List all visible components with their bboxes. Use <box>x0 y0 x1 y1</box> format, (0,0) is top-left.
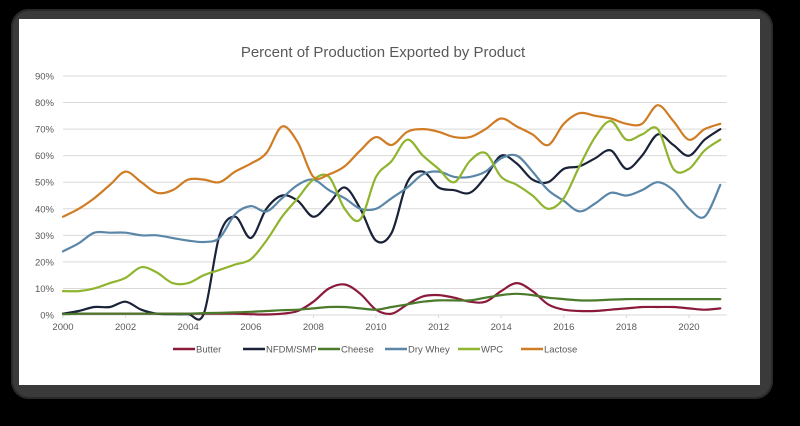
legend-item-lactose: Lactose <box>521 345 577 356</box>
legend-label: Lactose <box>544 345 577 356</box>
x-tick-label: 2006 <box>240 322 261 333</box>
legend-item-wpc: WPC <box>458 345 503 356</box>
x-tick-label: 2004 <box>178 322 199 333</box>
legend-label: Butter <box>196 345 221 356</box>
series-line-wpc <box>61 120 722 293</box>
y-tick-label: 80% <box>35 98 55 109</box>
legend-item-butter: Butter <box>173 345 221 356</box>
y-axis-ticks: 0% 10% 20% 30% 40% 50% 60% 70% 80% 90% <box>35 72 55 322</box>
chart-card: Percent of Production Exported by Produc… <box>19 19 760 385</box>
y-tick-label: 50% <box>35 178 55 189</box>
y-tick-label: 20% <box>35 257 55 268</box>
legend-label: Dry Whey <box>408 345 450 356</box>
x-tick-label: 2016 <box>553 322 574 333</box>
y-tick-label: 90% <box>35 72 55 83</box>
x-tick-label: 2020 <box>678 322 699 333</box>
x-tick-label: 2008 <box>303 322 324 333</box>
chart-svg: Percent of Production Exported by Produc… <box>35 44 727 356</box>
x-tick-label: 2014 <box>491 322 512 333</box>
legend-item-cheese: Cheese <box>318 345 374 356</box>
x-tick-label: 2000 <box>52 322 73 333</box>
series-lines <box>61 104 722 321</box>
legend-label: Cheese <box>341 345 374 356</box>
legend-item-dry-whey: Dry Whey <box>385 345 450 356</box>
x-tick-label: 2002 <box>115 322 136 333</box>
legend-item-nfdm-smp: NFDM/SMP <box>243 345 317 356</box>
legend-label: WPC <box>481 345 503 356</box>
x-axis-ticks: 2000 2002 2004 2006 2008 2010 2012 2014 2016 2018… <box>52 315 700 333</box>
y-tick-label: 0% <box>40 311 54 322</box>
series-line-dry-whey <box>61 153 722 253</box>
series-line-nfdm-smp <box>61 128 722 321</box>
x-tick-label: 2018 <box>616 322 637 333</box>
x-tick-label: 2012 <box>428 322 449 333</box>
legend-label: NFDM/SMP <box>266 345 317 356</box>
y-tick-label: 40% <box>35 204 55 215</box>
x-tick-label: 2010 <box>365 322 386 333</box>
series-line-lactose <box>61 104 722 218</box>
legend: Butter NFDM/SMP Cheese Dry Whey WPC Lactose <box>173 345 577 356</box>
series-line-cheese <box>61 292 722 316</box>
y-tick-label: 30% <box>35 231 55 242</box>
y-tick-label: 10% <box>35 284 55 295</box>
y-tick-label: 60% <box>35 151 55 162</box>
y-tick-label: 70% <box>35 125 55 136</box>
chart-title: Percent of Production Exported by Produc… <box>241 44 526 61</box>
